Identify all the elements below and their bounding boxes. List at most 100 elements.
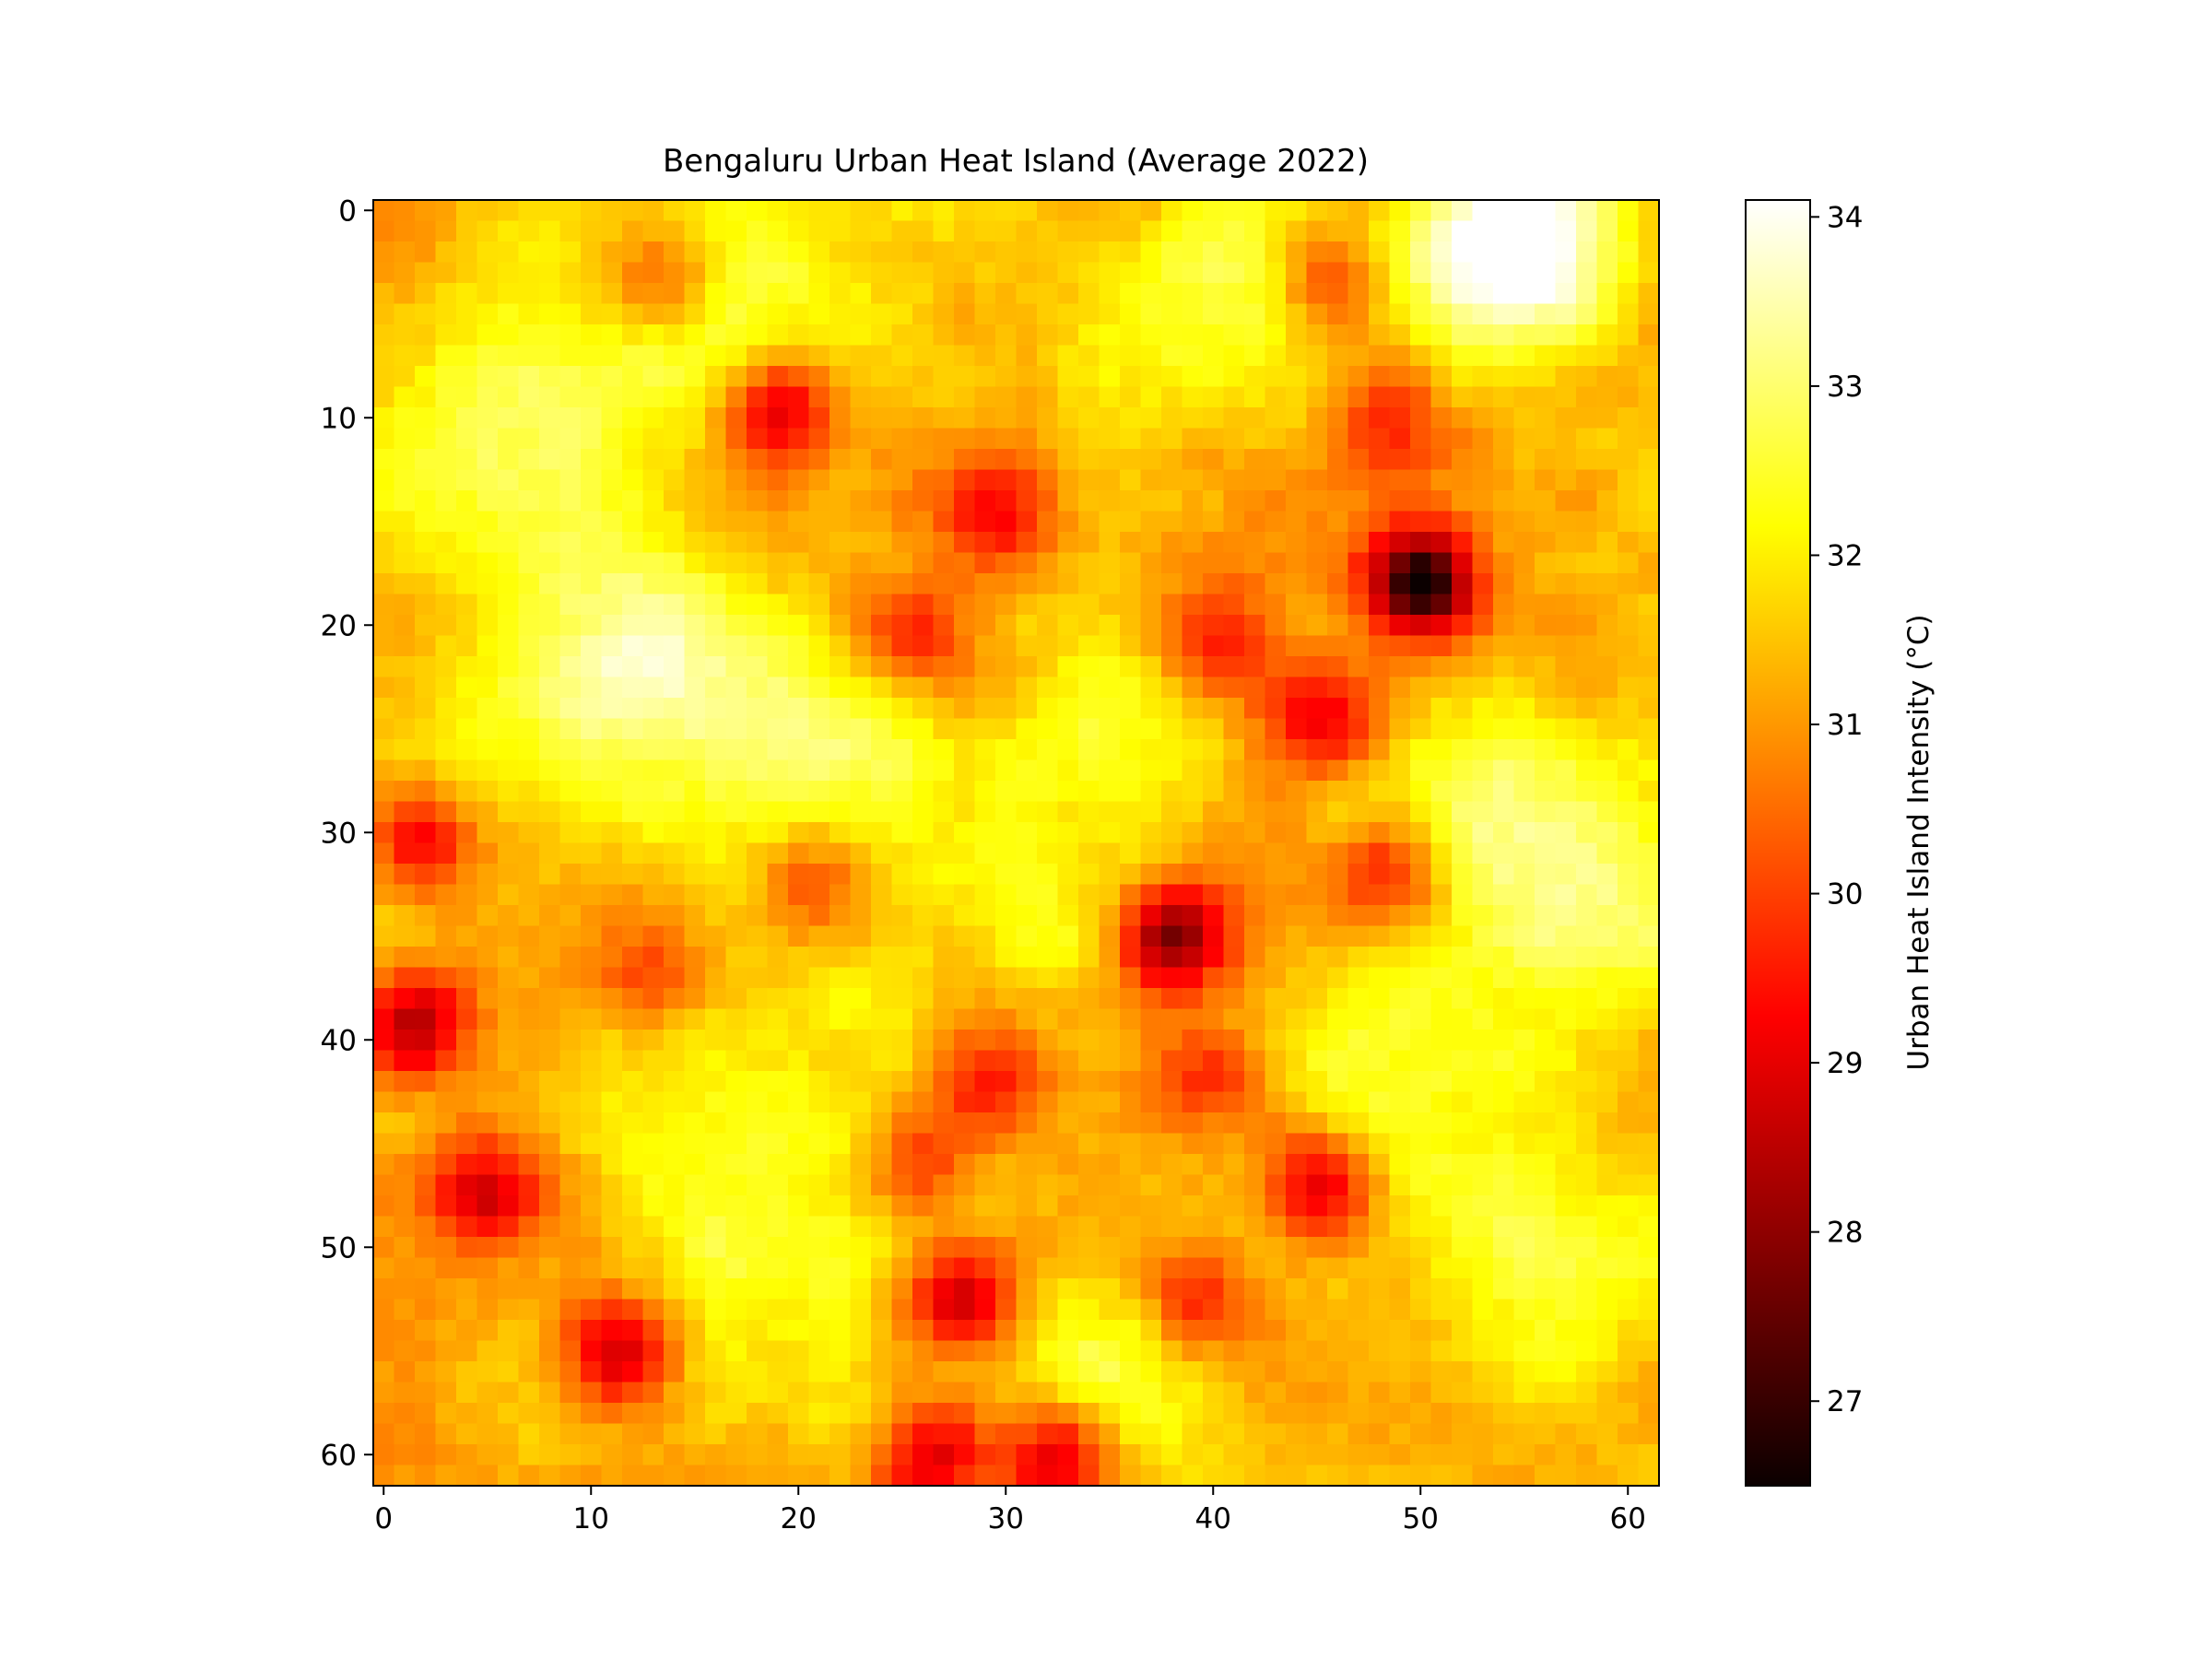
heatmap-cell — [684, 1071, 706, 1093]
heatmap-cell — [581, 1008, 603, 1030]
heatmap-cell — [456, 781, 478, 803]
heatmap-cell — [954, 1237, 976, 1259]
heatmap-cell — [1347, 842, 1370, 865]
heatmap-cell — [891, 864, 913, 886]
heatmap-cell — [1389, 1382, 1411, 1404]
heatmap-cell — [415, 1299, 437, 1321]
heatmap-cell — [1244, 1257, 1266, 1279]
heatmap-cell — [1016, 884, 1038, 906]
heatmap-cell — [1078, 345, 1100, 367]
heatmap-cell — [1223, 1299, 1245, 1321]
heatmap-cell — [1223, 1237, 1245, 1259]
heatmap-cell — [1161, 739, 1183, 761]
heatmap-cell — [747, 739, 769, 761]
heatmap-cell — [1638, 1008, 1659, 1030]
heatmap-cell — [871, 1237, 893, 1259]
heatmap-cell — [1596, 469, 1618, 491]
heatmap-cell — [1099, 1237, 1121, 1259]
heatmap-cell — [1099, 967, 1121, 989]
heatmap-cell — [933, 988, 955, 1010]
heatmap-cell — [850, 1071, 872, 1093]
heatmap-cell — [1369, 1216, 1391, 1238]
heatmap-cell — [518, 1361, 540, 1383]
heatmap-cell — [1140, 1299, 1162, 1321]
heatmap-cell — [601, 262, 623, 284]
heatmap-cell — [1016, 1361, 1038, 1383]
heatmap-cell — [664, 947, 686, 969]
heatmap-cell — [1389, 1257, 1411, 1279]
heatmap-cell — [767, 532, 789, 554]
heatmap-cell — [891, 947, 913, 969]
heatmap-cell — [954, 573, 976, 595]
heatmap-cell — [1120, 1237, 1142, 1259]
heatmap-cell — [1430, 594, 1453, 616]
heatmap-cell — [415, 469, 437, 491]
heatmap-cell — [642, 594, 665, 616]
heatmap-cell — [1327, 1174, 1349, 1196]
heatmap-cell — [477, 1071, 499, 1093]
heatmap-cell — [912, 1278, 935, 1300]
heatmap-cell — [435, 1133, 457, 1155]
heatmap-cell — [1410, 366, 1432, 388]
heatmap-cell — [830, 262, 852, 284]
heatmap-cell — [1618, 366, 1640, 388]
heatmap-cell — [581, 594, 603, 616]
heatmap-cell — [1161, 1465, 1183, 1486]
heatmap-cell — [601, 1091, 623, 1113]
heatmap-cell — [1410, 449, 1432, 471]
heatmap-cell — [1016, 241, 1038, 264]
heatmap-cell — [1306, 1299, 1328, 1321]
heatmap-cell — [1430, 822, 1453, 844]
heatmap-cell — [1576, 407, 1598, 429]
heatmap-cell — [747, 324, 769, 347]
heatmap-cell — [664, 490, 686, 512]
heatmap-cell — [581, 884, 603, 906]
heatmap-cell — [581, 1154, 603, 1176]
heatmap-cell — [1555, 1320, 1577, 1342]
heatmap-cell — [1140, 822, 1162, 844]
heatmap-cell — [1596, 449, 1618, 471]
heatmap-cell — [974, 1237, 996, 1259]
heatmap-cell — [1223, 386, 1245, 408]
heatmap-cell — [1535, 947, 1557, 969]
heatmap-cell — [1057, 781, 1079, 803]
heatmap-cell — [1369, 677, 1391, 699]
heatmap-cell — [1576, 842, 1598, 865]
heatmap-cell — [642, 1257, 665, 1279]
heatmap-cell — [808, 552, 830, 574]
heatmap-cell — [1493, 1071, 1515, 1093]
heatmap-cell — [1265, 739, 1287, 761]
heatmap-cell — [498, 822, 520, 844]
heatmap-cell — [830, 864, 852, 886]
heatmap-cell — [498, 1444, 520, 1466]
x-tick-label: 0 — [374, 1502, 393, 1535]
heatmap-cell — [1286, 1465, 1308, 1486]
heatmap-cell — [1596, 407, 1618, 429]
heatmap-cell — [747, 1382, 769, 1404]
heatmap-cell — [684, 1174, 706, 1196]
heatmap-cell — [871, 1030, 893, 1052]
heatmap-cell — [788, 1133, 810, 1155]
heatmap-cell — [1472, 1008, 1494, 1030]
heatmap-cell — [1286, 324, 1308, 347]
heatmap-cell — [1513, 635, 1535, 657]
heatmap-cell — [373, 1008, 395, 1030]
heatmap-cell — [1596, 200, 1618, 222]
heatmap-cell — [1223, 241, 1245, 264]
heatmap-cell — [1535, 1008, 1557, 1030]
heatmap-cell — [767, 469, 789, 491]
heatmap-cell — [1099, 925, 1121, 947]
heatmap-cell — [830, 1216, 852, 1238]
heatmap-cell — [664, 1174, 686, 1196]
heatmap-cell — [1369, 1050, 1391, 1072]
heatmap-cell — [1120, 1423, 1142, 1445]
heatmap-cell — [684, 781, 706, 803]
heatmap-cell — [477, 1382, 499, 1404]
heatmap-cell — [788, 594, 810, 616]
heatmap-cell — [830, 967, 852, 989]
heatmap-cell — [850, 947, 872, 969]
heatmap-cell — [912, 1465, 935, 1486]
heatmap-cell — [1037, 1444, 1059, 1466]
heatmap-cell — [1576, 490, 1598, 512]
heatmap-cell — [1078, 262, 1100, 284]
